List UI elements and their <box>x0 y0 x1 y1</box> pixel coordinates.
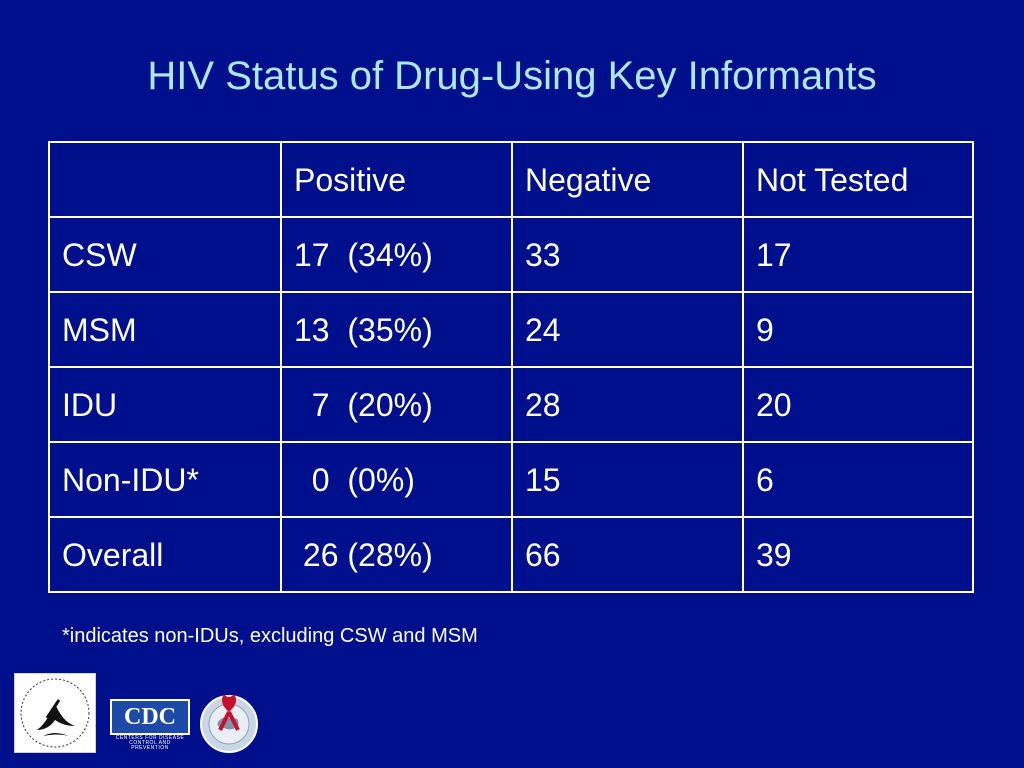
table-cell: 9 <box>742 291 974 368</box>
table-cell: 6 <box>742 441 974 518</box>
table-cell: 24 <box>511 291 744 368</box>
row-label: CSW <box>48 216 282 293</box>
cdc-logo-subtitle: CENTERS FOR DISEASE CONTROL AND PREVENTI… <box>115 735 185 751</box>
table-row: CSW 17 (34%) 33 17 <box>48 216 974 293</box>
slide-title: HIV Status of Drug-Using Key Informants <box>147 54 877 98</box>
table-cell: 66 <box>511 516 744 593</box>
table-cell: 17 <box>742 216 974 293</box>
table-cell: 39 <box>742 516 974 593</box>
footnote: *indicates non-IDUs, excluding CSW and M… <box>62 625 478 647</box>
table-header-cell: Positive <box>280 141 513 218</box>
table-cell: 17 (34%) <box>280 216 513 293</box>
row-label: IDU <box>48 366 282 443</box>
table-cell: 7 (20%) <box>280 366 513 443</box>
cdc-logo: CDC CENTERS FOR DISEASE CONTROL AND PREV… <box>110 699 190 751</box>
table-header-cell <box>48 141 282 218</box>
hiv-status-table: Positive Negative Not Tested CSW 17 (34%… <box>48 141 974 593</box>
table-cell: 13 (35%) <box>280 291 513 368</box>
row-label: Non-IDU* <box>48 441 282 518</box>
table-cell: 33 <box>511 216 744 293</box>
table-row: Non-IDU* 0 (0%) 15 6 <box>48 441 974 518</box>
table-row: Overall 26 (28%) 66 39 <box>48 516 974 593</box>
table-cell: 26 (28%) <box>280 516 513 593</box>
table-row: MSM 13 (35%) 24 9 <box>48 291 974 368</box>
table-header-cell: Negative <box>511 141 744 218</box>
table-row: IDU 7 (20%) 28 20 <box>48 366 974 443</box>
cdc-logo-text: CDC <box>110 699 190 735</box>
table-cell: 20 <box>742 366 974 443</box>
row-label: Overall <box>48 516 282 593</box>
hhs-eagle-seal-icon <box>14 673 96 753</box>
table-cell: 0 (0%) <box>280 441 513 518</box>
table-cell: 15 <box>511 441 744 518</box>
red-ribbon-globe-seal-icon <box>194 690 264 754</box>
row-label: MSM <box>48 291 282 368</box>
table-cell: 28 <box>511 366 744 443</box>
table-header-row: Positive Negative Not Tested <box>48 141 974 218</box>
table-header-cell: Not Tested <box>742 141 974 218</box>
